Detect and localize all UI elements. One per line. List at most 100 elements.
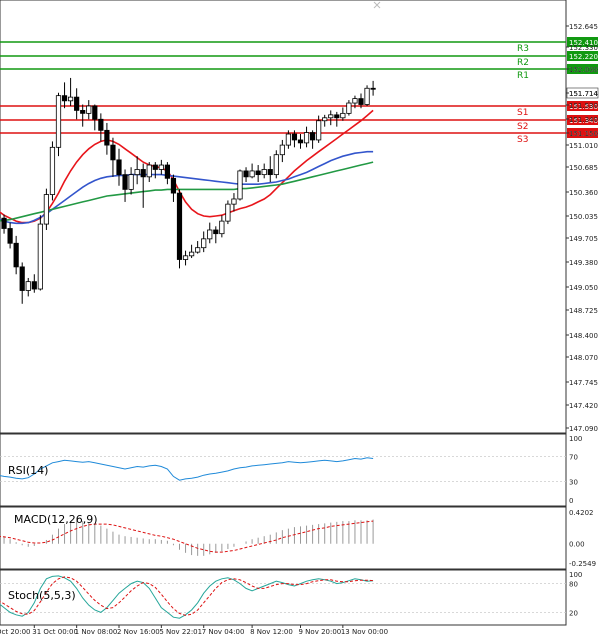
candle-body (104, 129, 110, 146)
time-tick-label: 5 Nov 22:01 (159, 628, 202, 636)
candle-body (249, 170, 255, 178)
time-tick-label: 7 Nov 04:00 (202, 628, 245, 636)
candle-body (195, 247, 201, 253)
candle-body (116, 159, 122, 176)
candle-body (297, 139, 304, 144)
candle-body (219, 220, 225, 235)
candle-body (49, 146, 56, 195)
time-tick-label: 13 Nov 00:00 (341, 628, 388, 636)
candle-body (340, 112, 346, 119)
level-name-r2: R2 (517, 58, 529, 68)
close-icon[interactable] (373, 1, 381, 9)
time-tick-label: 9 Nov 20:00 (299, 628, 342, 636)
price-tick-label: 149.705 (569, 235, 598, 243)
price-tick-label: 148.070 (569, 354, 598, 362)
candle-body (61, 95, 68, 102)
moving-averages (0, 109, 374, 225)
last-price-label: 151.714 (569, 90, 598, 98)
candle-body (364, 87, 370, 105)
level-tag-label: 152.220 (569, 53, 598, 61)
level-name-r1: R1 (517, 71, 529, 81)
sr-levels: R3 152.410 R2 152.220 R1 152.030 S1 151.530 S2 15… (0, 37, 598, 145)
price-tick-label: 151.010 (569, 142, 598, 150)
stoch-label: Stoch(5,5,3) (8, 589, 76, 602)
stoch-d-line (0, 576, 374, 616)
candle-body (80, 110, 86, 114)
price-tick-label: 147.090 (569, 425, 598, 433)
candle-body (86, 105, 92, 114)
level-tag-label: 151.530 (569, 103, 598, 111)
price-tick-label: 152.645 (569, 23, 598, 31)
candle-body (110, 144, 116, 161)
level-tag-label: 151.150 (569, 130, 598, 138)
level-tag-r3 (567, 37, 598, 47)
level-name-s1: S1 (517, 108, 528, 118)
candle-body (98, 118, 104, 131)
time-tick-label: 1 Nov 08:00 (75, 628, 118, 636)
time-tick-label: 8 Nov 12:00 (250, 628, 293, 636)
macd-tick-label: 0.00 (569, 541, 585, 549)
macd-tick-label: -0.2549 (569, 560, 596, 568)
candle-body (140, 169, 146, 178)
candle-body (170, 177, 177, 194)
price-tick-label: 148.400 (569, 332, 598, 340)
stoch-tick-label: 80 (569, 581, 578, 589)
ma-line-ma-mid (0, 150, 374, 225)
level-tag-label: 152.030 (569, 66, 598, 74)
level-tag-r1 (567, 64, 598, 74)
stoch-tick-label: 100 (569, 571, 582, 579)
rsi-line (0, 457, 374, 481)
level-tag-s2 (567, 115, 598, 125)
level-tag-label: 152.410 (569, 39, 598, 47)
time-tick-label: 2 Nov 16:00 (117, 628, 160, 636)
candle-body (1, 217, 7, 229)
candle-body (273, 154, 279, 176)
candle-body (316, 120, 322, 141)
candle-body (158, 164, 164, 170)
price-tick-label: 152.330 (569, 44, 598, 52)
candle-body (122, 174, 128, 190)
candle-body (7, 228, 13, 244)
price-tick-label: 149.050 (569, 284, 598, 292)
price-tick-label: 150.685 (569, 164, 598, 172)
macd-label: MACD(12,26,9) (14, 513, 98, 526)
candle-body (13, 242, 19, 268)
time-tick-label: 31 Oct 00:00 (32, 628, 78, 636)
rsi-pane (0, 433, 567, 507)
candle-body (25, 281, 31, 291)
price-tick-label: 148.725 (569, 307, 598, 315)
candle-body (243, 170, 249, 178)
candle-body (146, 164, 152, 178)
stoch-pane (0, 569, 567, 626)
candle-body (68, 96, 74, 102)
level-tag-s3 (567, 128, 598, 138)
price-tick-label: 151.530 (569, 102, 598, 110)
rsi-tick-label: 100 (569, 435, 582, 443)
main-pane (0, 0, 567, 434)
level-tag-r2 (567, 51, 598, 61)
candle-body (328, 114, 334, 119)
candle-body (37, 223, 43, 290)
rsi-label: RSI(14) (8, 464, 48, 477)
candle-body (303, 132, 310, 144)
price-tick-label: 150.035 (569, 213, 598, 221)
candle-body (267, 169, 273, 176)
level-name-s3: S3 (517, 135, 528, 145)
ma-line-ma-slow (0, 161, 374, 222)
candle-body (188, 251, 195, 257)
candle-body (352, 98, 358, 104)
level-tag-s1 (567, 101, 598, 111)
candle-body (255, 170, 261, 176)
candle-body (237, 170, 243, 200)
price-tick-label: 147.745 (569, 379, 598, 387)
candle-body (134, 169, 140, 176)
candle-body (201, 238, 207, 249)
candle-body (164, 164, 170, 179)
price-tick-label: 147.420 (569, 402, 598, 410)
rsi-tick-label: 30 (569, 478, 578, 486)
candle-body (358, 98, 364, 105)
candle-body (31, 281, 37, 290)
candles (0, 77, 376, 304)
candle-body (55, 95, 62, 148)
